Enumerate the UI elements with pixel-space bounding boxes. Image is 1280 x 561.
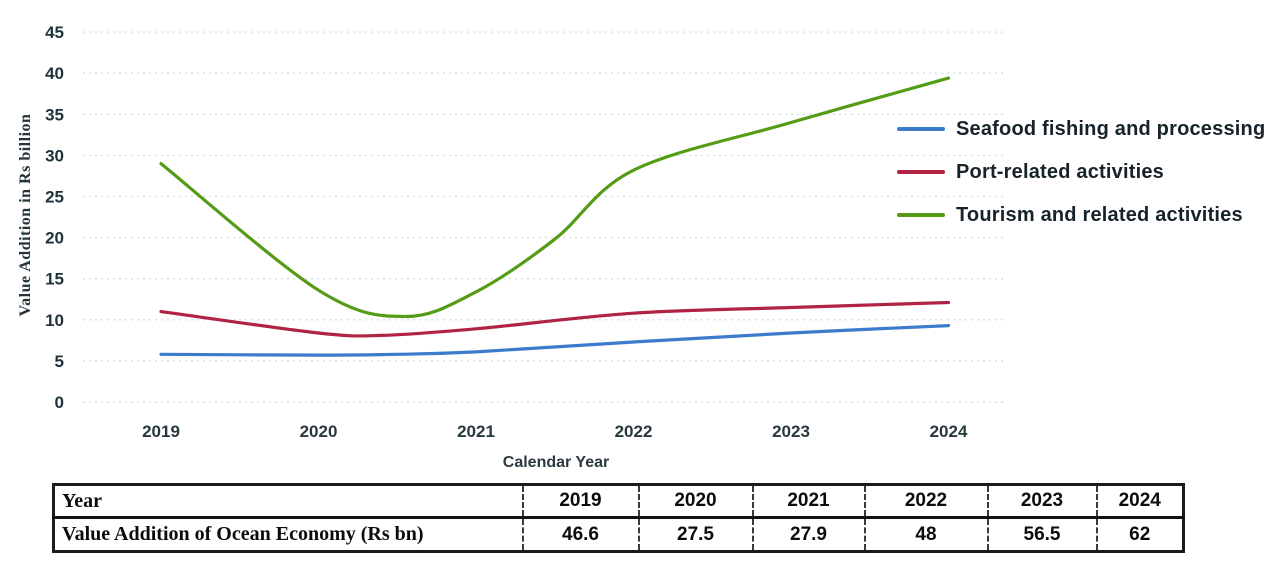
legend-line-swatch (897, 170, 945, 174)
x-tick-label: 2020 (300, 422, 338, 441)
legend-line-swatch (897, 213, 945, 217)
gridlines (83, 31, 1006, 403)
legend-item: Seafood fishing and processing (897, 116, 1265, 142)
x-axis-tick-labels: 2019 2020 2021 2022 2023 2024 (142, 422, 968, 441)
y-axis-tick-labels: 0 5 10 15 20 25 30 35 40 45 (45, 23, 64, 412)
x-tick-label: 2021 (457, 422, 495, 441)
series-lines (159, 76, 951, 357)
value-2020-cell: 27.5 (637, 516, 754, 553)
y-tick-label: 0 (55, 393, 64, 412)
table-value-row: Value Addition of Ocean Economy (Rs bn) … (52, 516, 1185, 553)
y-tick-label: 5 (55, 352, 64, 371)
year-2024-cell: 2024 (1095, 483, 1185, 519)
value-2024-cell: 62 (1095, 516, 1185, 553)
y-tick-label: 25 (45, 188, 64, 207)
x-tick-label: 2022 (615, 422, 653, 441)
year-row-label: Year (52, 483, 524, 519)
value-2019-cell: 46.6 (521, 516, 640, 553)
year-2019-cell: 2019 (521, 483, 640, 519)
year-2020-cell: 2020 (637, 483, 754, 519)
y-tick-label: 30 (45, 146, 64, 165)
legend-item: Port-related activities (897, 159, 1164, 185)
table-header-row: Year 2019 2020 2021 2022 2023 2024 (52, 483, 1185, 519)
year-2022-cell: 2022 (863, 483, 989, 519)
x-tick-label: 2024 (930, 422, 968, 441)
y-tick-label: 15 (45, 270, 64, 289)
x-tick-label: 2019 (142, 422, 180, 441)
year-2023-cell: 2023 (986, 483, 1098, 519)
value-2021-cell: 27.9 (751, 516, 866, 553)
legend-label: Tourism and related activities (956, 203, 1243, 226)
legend-label: Port-related activities (956, 160, 1165, 183)
legend-label: Seafood fishing and processing (956, 117, 1266, 140)
series-line-port-related-activities (159, 300, 951, 338)
legend-line-swatch (897, 127, 945, 131)
value-2022-cell: 48 (863, 516, 989, 553)
y-tick-label: 40 (45, 64, 64, 83)
y-tick-label: 45 (45, 23, 64, 42)
y-tick-label: 35 (45, 105, 64, 124)
value-row-label: Value Addition of Ocean Economy (Rs bn) (52, 516, 524, 553)
data-table: Year 2019 2020 2021 2022 2023 2024 Value… (52, 483, 1185, 553)
series-line-tourism-and-related-activities (159, 76, 951, 319)
series-line-seafood-fishing-and-processing (159, 324, 951, 357)
year-2021-cell: 2021 (751, 483, 866, 519)
y-axis-title: Value Addition in Rs billion (17, 114, 34, 317)
x-tick-label: 2023 (772, 422, 810, 441)
legend-item: Tourism and related activities (897, 202, 1243, 228)
x-axis-title: Calendar Year (503, 454, 609, 471)
value-2023-cell: 56.5 (986, 516, 1098, 553)
y-tick-label: 10 (45, 311, 64, 330)
y-tick-label: 20 (45, 229, 64, 248)
